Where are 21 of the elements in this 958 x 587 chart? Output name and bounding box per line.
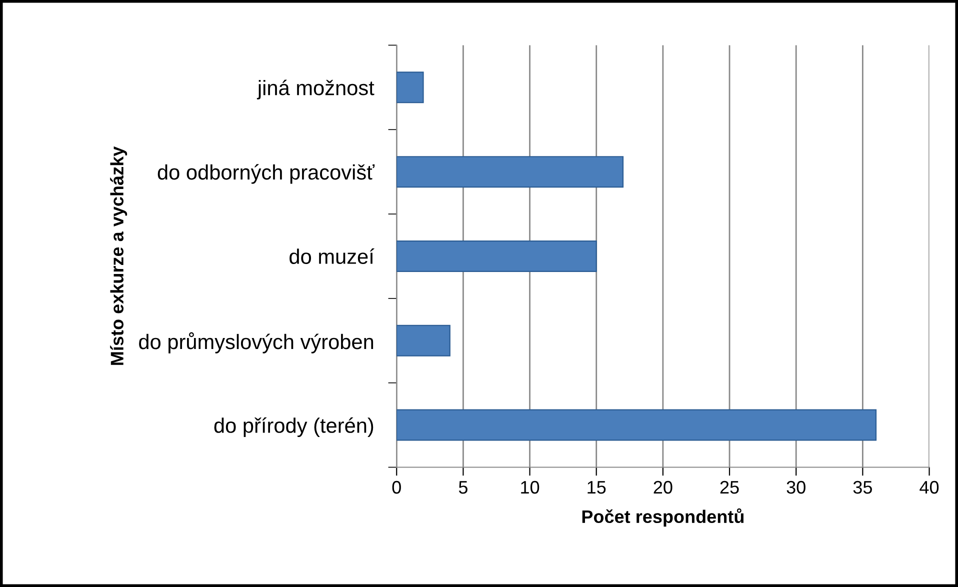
y-tick-label: do přírody (terén) [214,417,374,438]
y-tick-label: do průmyslových výroben [139,332,374,354]
x-tick-label: 5 [458,481,468,494]
y-axis-title: Místo exkurze a vycházky [110,146,128,365]
x-tick-label: 40 [920,480,939,494]
x-tick-label: 35 [853,480,872,494]
x-axis-title: Počet respondentů [582,508,744,527]
bar [396,409,877,441]
bar [396,324,450,356]
x-tick-label: 30 [786,480,806,494]
y-tick-label: do muzeí [290,248,374,264]
x-tick-label: 20 [654,480,672,494]
bar [396,156,624,188]
y-tick-label: do odborných pracovišť [158,164,375,184]
x-tick-label: 10 [521,480,540,494]
x-tick-label: 0 [392,480,401,494]
bar [396,72,424,104]
bar [396,240,597,272]
x-tick-label: 15 [588,481,606,494]
x-tick-label: 25 [720,480,739,494]
y-tick-label: jiná možnost [256,80,374,100]
